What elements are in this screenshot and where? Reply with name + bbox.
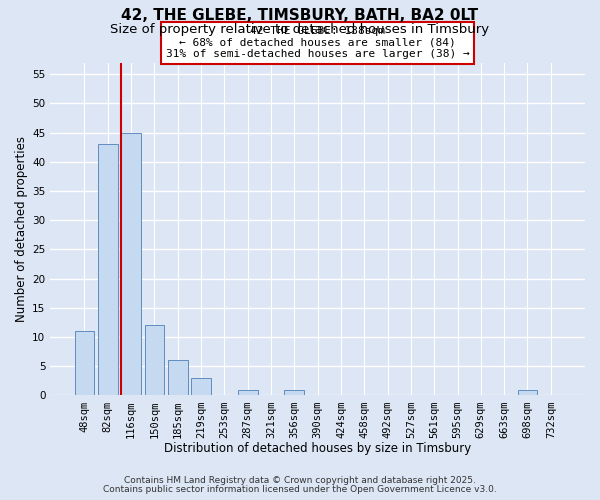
Y-axis label: Number of detached properties: Number of detached properties bbox=[15, 136, 28, 322]
Bar bbox=[518, 390, 538, 396]
Bar bbox=[74, 331, 94, 396]
Bar bbox=[168, 360, 188, 396]
Text: Contains public sector information licensed under the Open Government Licence v3: Contains public sector information licen… bbox=[103, 485, 497, 494]
Text: 42, THE GLEBE, TIMSBURY, BATH, BA2 0LT: 42, THE GLEBE, TIMSBURY, BATH, BA2 0LT bbox=[121, 8, 479, 22]
Text: 42 THE GLEBE: 138sqm
← 68% of detached houses are smaller (84)
31% of semi-detac: 42 THE GLEBE: 138sqm ← 68% of detached h… bbox=[166, 26, 470, 59]
Text: Size of property relative to detached houses in Timsbury: Size of property relative to detached ho… bbox=[110, 22, 490, 36]
Bar bbox=[191, 378, 211, 396]
Text: Contains HM Land Registry data © Crown copyright and database right 2025.: Contains HM Land Registry data © Crown c… bbox=[124, 476, 476, 485]
Bar bbox=[98, 144, 118, 396]
Bar bbox=[121, 132, 141, 396]
Bar bbox=[284, 390, 304, 396]
Bar bbox=[145, 326, 164, 396]
X-axis label: Distribution of detached houses by size in Timsbury: Distribution of detached houses by size … bbox=[164, 442, 471, 455]
Bar bbox=[238, 390, 257, 396]
